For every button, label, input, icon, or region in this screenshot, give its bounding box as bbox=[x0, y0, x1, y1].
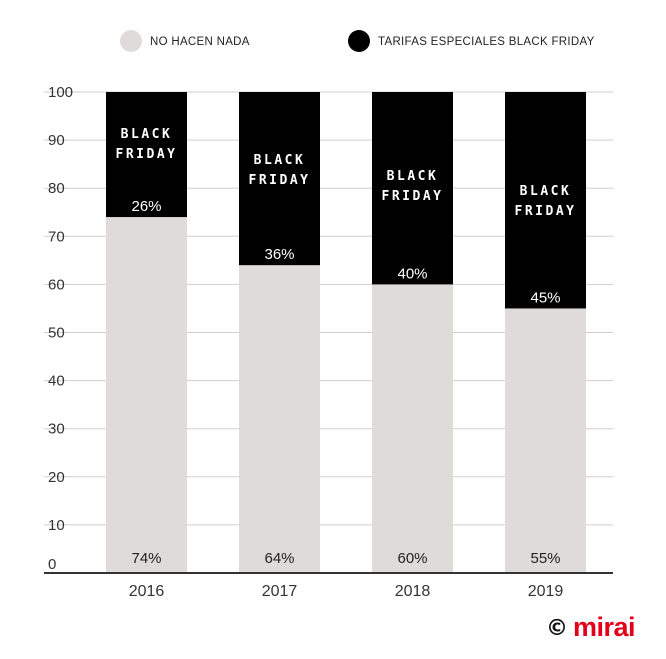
black-friday-badge-line-2: FRIDAY bbox=[515, 204, 577, 219]
black-friday-badge-line-1: BLACK bbox=[387, 169, 439, 184]
y-tick-label: 0 bbox=[48, 556, 56, 573]
x-tick-label-2017: 2017 bbox=[262, 583, 298, 600]
y-axis-labels: 0 10 20 30 40 50 60 70 80 90 100 bbox=[48, 84, 73, 573]
black-friday-badge-line-2: FRIDAY bbox=[116, 147, 178, 162]
bar-tarifas-black-friday-2019 bbox=[505, 92, 586, 309]
legend: NO HACEN NADA TARIFAS ESPECIALES BLACK FR… bbox=[120, 30, 595, 52]
data-label-no-hacen-nada-2017: 64% bbox=[264, 550, 294, 567]
bar-tarifas-black-friday-2018 bbox=[372, 92, 453, 285]
legend-swatch-1 bbox=[120, 30, 142, 52]
y-tick-label: 10 bbox=[48, 517, 65, 534]
x-tick-label-2016: 2016 bbox=[129, 583, 165, 600]
x-tick-label-2018: 2018 bbox=[395, 583, 431, 600]
y-tick-label: 30 bbox=[48, 421, 65, 438]
data-label-no-hacen-nada-2016: 74% bbox=[131, 550, 161, 567]
bar-no-hacen-nada-2018 bbox=[372, 284, 453, 573]
legend-label-1: NO HACEN NADA bbox=[150, 36, 250, 48]
x-axis-labels: 2016 2017 2018 2019 bbox=[44, 572, 613, 600]
black-friday-badge-line-1: BLACK bbox=[254, 153, 306, 168]
y-tick-label: 60 bbox=[48, 276, 65, 293]
bar-no-hacen-nada-2017 bbox=[239, 265, 320, 573]
black-friday-badge-line-1: BLACK bbox=[121, 127, 173, 142]
data-label-tarifas-2017: 36% bbox=[264, 246, 294, 263]
brand-logo: mirai bbox=[573, 612, 636, 642]
x-tick-label-2019: 2019 bbox=[528, 583, 564, 600]
black-friday-badge-line-1: BLACK bbox=[520, 184, 572, 199]
data-label-no-hacen-nada-2018: 60% bbox=[397, 550, 427, 567]
y-tick-label: 70 bbox=[48, 228, 65, 245]
legend-swatch-2 bbox=[348, 30, 370, 52]
y-tick-label: 20 bbox=[48, 469, 65, 486]
data-label-tarifas-2019: 45% bbox=[530, 289, 560, 306]
y-tick-label: 50 bbox=[48, 325, 65, 342]
bar-no-hacen-nada-2019 bbox=[505, 308, 586, 573]
y-tick-label: 40 bbox=[48, 373, 65, 390]
bar-tarifas-black-friday-2017 bbox=[239, 92, 320, 266]
data-label-tarifas-2016: 26% bbox=[131, 198, 161, 215]
bar-no-hacen-nada-2016 bbox=[106, 217, 187, 573]
copyright-icon: © bbox=[546, 616, 568, 641]
black-friday-badge-line-2: FRIDAY bbox=[249, 173, 311, 188]
y-tick-label: 90 bbox=[48, 132, 65, 149]
black-friday-badge-line-2: FRIDAY bbox=[382, 189, 444, 204]
bars: 26% 74% BLACK FRIDAY 36% 64% BLACK FRIDAY 40% 60%… bbox=[106, 92, 586, 573]
data-label-tarifas-2018: 40% bbox=[397, 265, 427, 282]
legend-label-2: TARIFAS ESPECIALES BLACK FRIDAY bbox=[378, 36, 595, 48]
data-label-no-hacen-nada-2019: 55% bbox=[530, 550, 560, 567]
y-tick-label: 80 bbox=[48, 180, 65, 197]
bar-tarifas-black-friday-2016 bbox=[106, 92, 187, 218]
y-tick-label: 100 bbox=[48, 84, 73, 101]
